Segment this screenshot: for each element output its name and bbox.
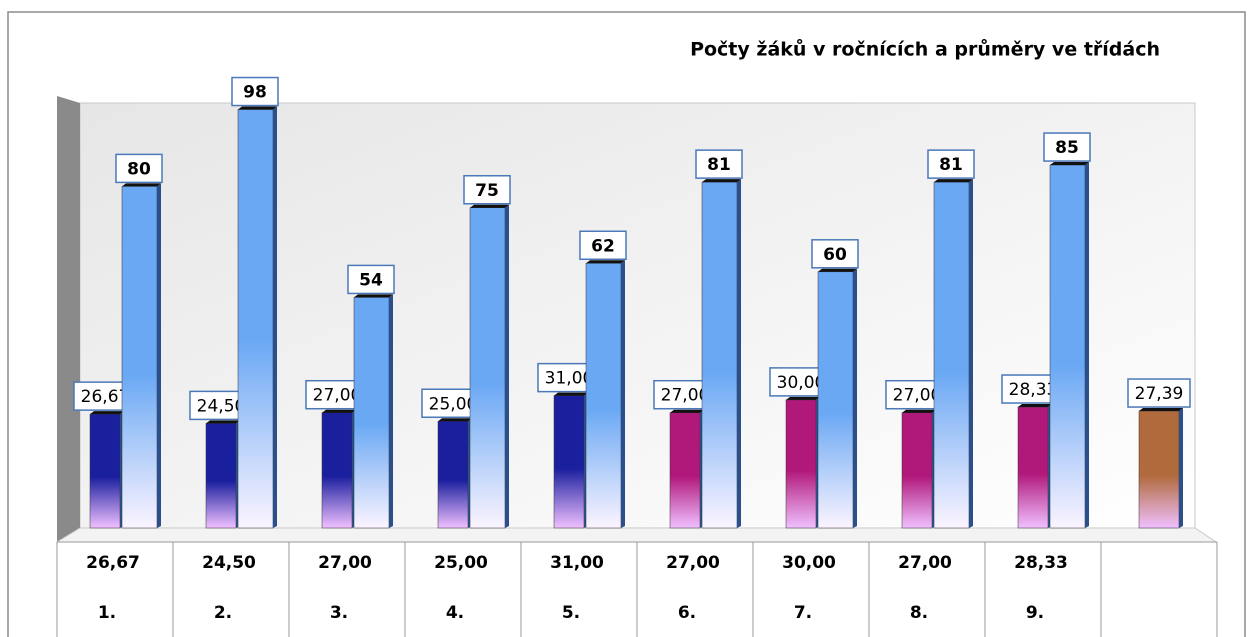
table-value: 26,67 (86, 553, 140, 573)
data-label-box (927, 149, 975, 179)
x-tick-label: 9. (1026, 603, 1044, 623)
data-label: 26,67 (81, 387, 130, 407)
bar-top (934, 179, 973, 183)
x-tick-label: 5. (562, 603, 580, 623)
bar-top (438, 418, 472, 422)
bar-top (670, 409, 704, 413)
bar-top (322, 409, 356, 413)
data-label: 27,00 (661, 386, 710, 406)
bar-top (238, 106, 277, 110)
x-tick-label: 1. (98, 603, 116, 623)
bar (933, 181, 970, 529)
bar (469, 207, 506, 529)
bar (817, 271, 854, 529)
bar (1049, 164, 1086, 529)
x-tick-label: 6. (678, 603, 696, 623)
bar-top (470, 204, 509, 208)
bar-top (1018, 404, 1052, 408)
data-label: 24,50 (197, 396, 246, 416)
table-value: 27,00 (898, 553, 952, 573)
bar-side (969, 179, 973, 528)
bar-side (1085, 162, 1089, 529)
bar-top (354, 294, 393, 298)
table-value: 27,00 (666, 553, 720, 573)
chart-title: Počty žáků v ročnících a průměry ve tříd… (690, 38, 1160, 61)
bar-top (818, 268, 857, 272)
data-label-box (1127, 378, 1191, 408)
data-label: 60 (823, 245, 847, 265)
bar-side (737, 179, 741, 528)
bar (1138, 410, 1180, 529)
bar-top (1050, 162, 1089, 166)
bar (89, 413, 121, 529)
data-label-box (811, 239, 859, 269)
bar (321, 412, 353, 529)
data-label: 30,00 (777, 373, 826, 393)
table-value: 27,00 (318, 553, 372, 573)
table-value: 24,50 (202, 553, 256, 573)
data-label: 75 (475, 181, 499, 201)
bar-top (786, 396, 820, 400)
x-tick-label: 3. (330, 603, 348, 623)
bar-top (1139, 408, 1183, 412)
bar (121, 186, 158, 529)
bar-side (1179, 408, 1183, 528)
x-tick-label: 4. (446, 603, 464, 623)
bar (205, 423, 237, 529)
data-label: 27,39 (1135, 384, 1184, 404)
bar-side (157, 183, 161, 528)
bar (353, 297, 390, 529)
data-label-box (115, 153, 163, 184)
table-value: 28,33 (1014, 553, 1068, 573)
data-label-box (1043, 132, 1091, 162)
x-tick-label: 7. (794, 603, 812, 623)
data-label: 62 (591, 236, 615, 256)
bar-side (389, 294, 393, 528)
data-label: 54 (359, 270, 383, 290)
bar-side (853, 268, 857, 528)
bar-top (702, 179, 741, 183)
data-label: 27,00 (893, 386, 942, 406)
data-label-box (463, 175, 511, 205)
bar (237, 109, 274, 529)
bar-top (586, 260, 625, 264)
bar (437, 421, 469, 529)
table-value: 31,00 (550, 553, 604, 573)
x-tick-label: 2. (214, 603, 232, 623)
data-label: 25,00 (429, 394, 478, 414)
data-label: 81 (707, 155, 731, 175)
bar (1017, 406, 1049, 529)
bar-side (621, 260, 625, 528)
side-wall (57, 96, 80, 542)
data-label-box (695, 149, 743, 179)
data-label: 85 (1055, 138, 1079, 158)
bar (785, 399, 817, 529)
data-label: 80 (127, 159, 151, 179)
data-label: 28,33 (1009, 380, 1058, 400)
table-value: 25,00 (434, 553, 488, 573)
x-tick-label: 8. (910, 603, 928, 623)
bar (585, 263, 622, 529)
bar-top (902, 409, 936, 413)
bar-top (554, 392, 588, 396)
data-label: 31,00 (545, 369, 594, 389)
data-label: 27,00 (313, 386, 362, 406)
data-label-box (347, 264, 395, 295)
data-label-box (579, 230, 627, 261)
bar (901, 412, 933, 529)
bar (553, 395, 585, 529)
bar (669, 412, 701, 529)
data-label-box (231, 76, 279, 107)
bar-top (90, 411, 124, 415)
bar-top (122, 183, 161, 187)
data-label: 98 (243, 83, 267, 103)
data-label: 81 (939, 155, 963, 175)
floor (55, 527, 1218, 543)
bar-side (505, 204, 509, 528)
bar-top (206, 420, 240, 424)
bar-side (273, 106, 277, 528)
bar (701, 181, 738, 529)
table-value: 30,00 (782, 553, 836, 573)
